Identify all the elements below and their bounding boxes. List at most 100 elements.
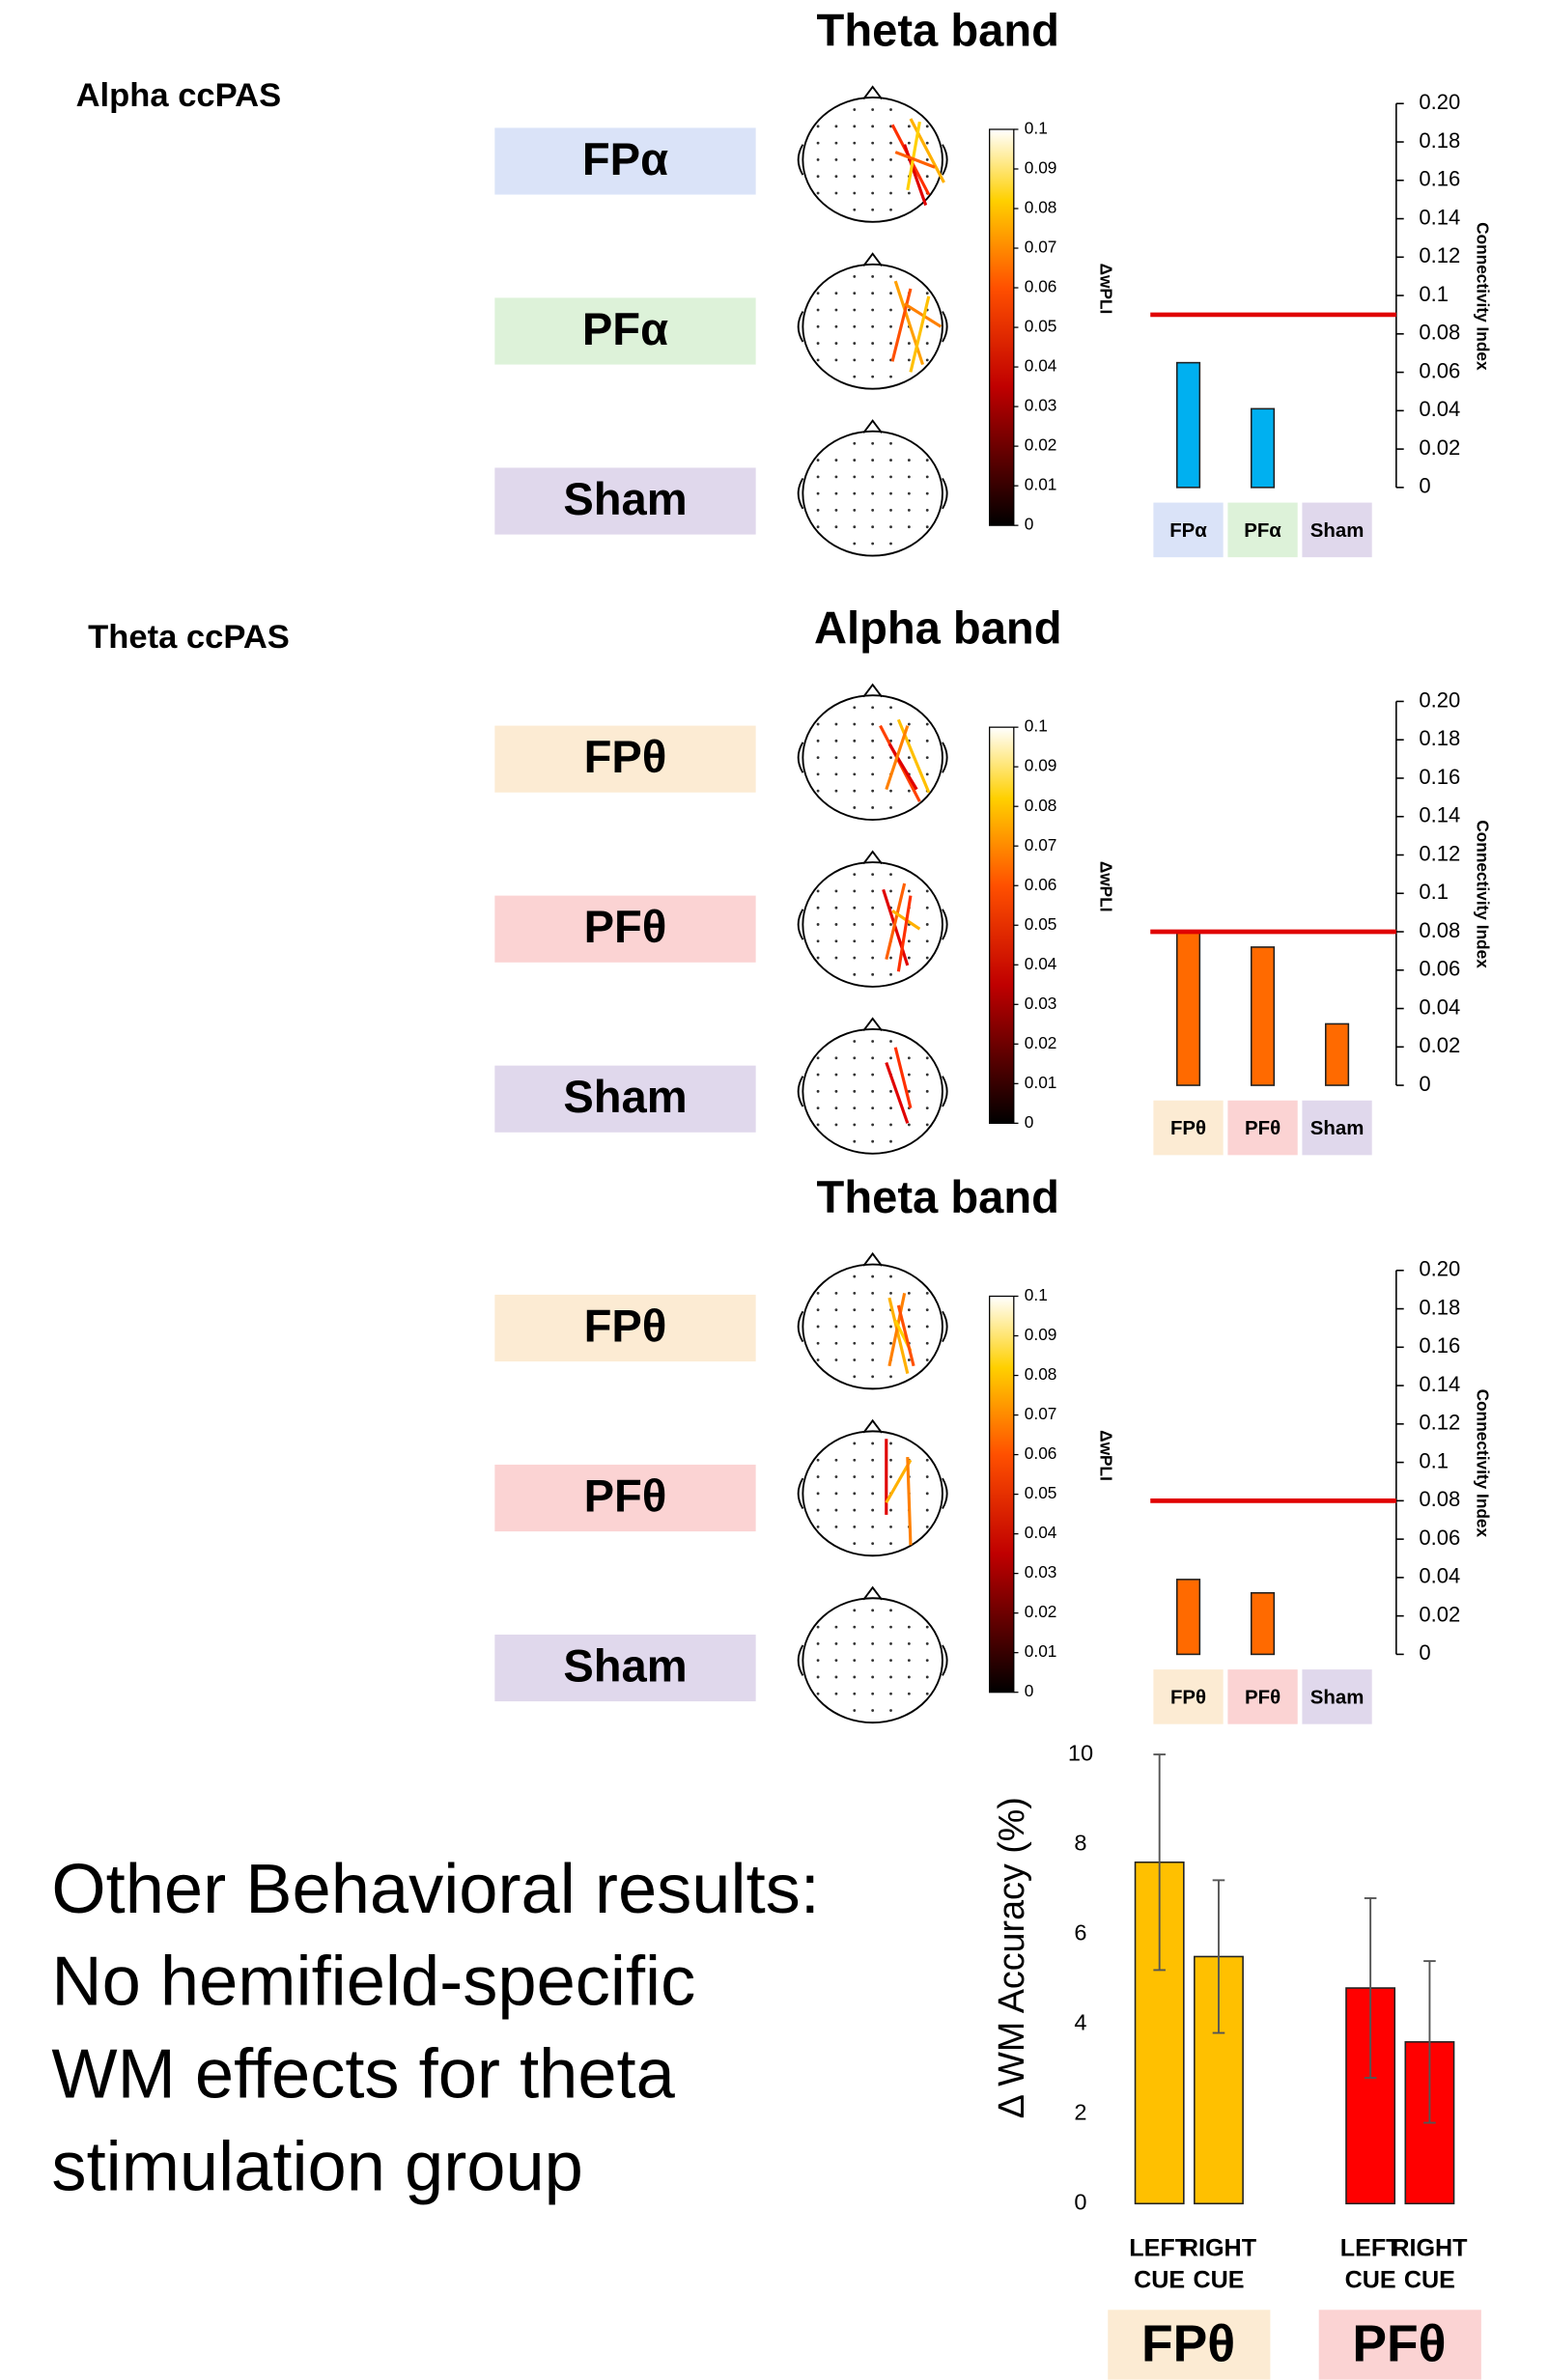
electrode (925, 906, 929, 910)
electrode (889, 1675, 892, 1679)
colorbar-tick-label: 0.05 (1025, 317, 1057, 336)
electrode (871, 939, 875, 943)
colorbar (989, 726, 1015, 1124)
electrode (816, 308, 820, 312)
y-tick-label: 0 (1419, 474, 1430, 498)
y-tick-label: 0.06 (1419, 358, 1460, 382)
electrode (853, 1492, 857, 1496)
electrode (853, 1625, 857, 1629)
y-tick-label: 6 (1074, 1919, 1086, 1945)
electrode (853, 972, 857, 976)
x-tick-label: PFθ (1245, 1118, 1281, 1139)
electrode (907, 1692, 911, 1695)
electrode (816, 1675, 820, 1679)
head-ear (942, 1644, 948, 1676)
electrode (925, 939, 929, 943)
electrode (907, 525, 911, 529)
electrode (834, 475, 838, 479)
condition-label: PFθ (584, 1470, 667, 1522)
electrode (816, 939, 820, 943)
bar (1250, 1591, 1276, 1656)
colorbar-tick-label: 0.02 (1025, 435, 1057, 455)
panel-title: Theta band (817, 4, 1059, 55)
y-tick-label: 0.1 (1419, 880, 1449, 904)
section-label: Theta ccPAS (88, 619, 290, 656)
electrode (871, 459, 875, 462)
electrode (907, 722, 911, 726)
electrode (889, 1089, 892, 1093)
electrode (834, 1308, 838, 1312)
colorbar-tick-label: 0 (1025, 1112, 1034, 1132)
electrode (871, 706, 875, 710)
electrode (889, 1442, 892, 1445)
electrode (816, 739, 820, 742)
head-nose (862, 850, 883, 865)
electrode (871, 1139, 875, 1143)
y-axis-label: Connectivity Index (1473, 1389, 1492, 1538)
electrode (925, 1458, 929, 1462)
electrode (816, 1358, 820, 1361)
electrode (907, 191, 911, 195)
condition-label: PFα (582, 303, 668, 354)
electrode (925, 772, 929, 776)
electrode (889, 1139, 892, 1143)
head-ear (797, 1477, 804, 1510)
condition-label: FPθ (584, 1301, 667, 1352)
electrode (853, 1508, 857, 1512)
y-axis-label: Connectivity Index (1473, 222, 1492, 371)
electrode (907, 1625, 911, 1629)
electrode (834, 1458, 838, 1462)
electrode (853, 706, 857, 710)
y-tick-label: 10 (1068, 1740, 1093, 1765)
head-ear (942, 477, 948, 510)
y-tick-label: 0 (1419, 1072, 1430, 1096)
connection (893, 280, 925, 366)
electrode (907, 1123, 911, 1127)
electrode (907, 342, 911, 345)
colorbar-tick-label: 0.09 (1025, 158, 1057, 178)
x-tick-label: LEFT CUE (1340, 2234, 1401, 2293)
connection (887, 1293, 907, 1367)
electrode (834, 1475, 838, 1478)
condition-label: FPα (582, 133, 668, 184)
electrode (907, 1056, 911, 1060)
electrode (871, 1106, 875, 1110)
electrode (907, 459, 911, 462)
category-box (1302, 1100, 1372, 1156)
colorbar-tick-label: 0.1 (1025, 119, 1048, 138)
electrode (871, 1475, 875, 1478)
y-tick-label: 0.18 (1419, 128, 1460, 153)
y-tick-label: 2 (1074, 2099, 1086, 2124)
electrode (907, 789, 911, 793)
y-tick-label: 0.18 (1419, 726, 1460, 750)
electrode (871, 141, 875, 145)
category-box (1153, 502, 1224, 558)
electrode (834, 756, 838, 760)
electrode (853, 1375, 857, 1379)
electrode (907, 1291, 911, 1295)
y-axis-label: Δ WM Accuracy (%) (991, 1797, 1031, 2118)
electrode (871, 1675, 875, 1679)
colorbar-tick-label: 0.05 (1025, 1483, 1057, 1502)
electrode (853, 1139, 857, 1143)
condition-label: Sham (563, 473, 687, 524)
condition-label: PFθ (584, 901, 667, 952)
electrode (816, 475, 820, 479)
colorbar-tick-label: 0.08 (1025, 1364, 1057, 1384)
electrode (907, 125, 911, 128)
electrode (925, 125, 929, 128)
head-nose (862, 1418, 883, 1434)
y-tick-label: 0.08 (1419, 1487, 1460, 1511)
electrode (925, 1325, 929, 1329)
electrode (925, 342, 929, 345)
electrode (871, 525, 875, 529)
y-tick-label: 0.16 (1419, 1333, 1460, 1358)
electrode (816, 175, 820, 179)
electrode (871, 1442, 875, 1445)
bar (1175, 361, 1201, 489)
electrode (925, 1641, 929, 1645)
electrode (853, 1040, 857, 1043)
electrode (871, 739, 875, 742)
electrode (925, 1492, 929, 1496)
electrode (925, 1675, 929, 1679)
